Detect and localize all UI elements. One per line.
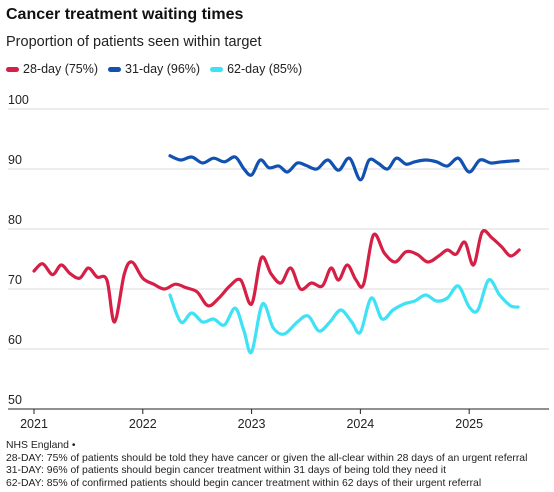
- series-line-31-day: [168, 154, 520, 182]
- series-line-62-day: [168, 278, 520, 355]
- series-line-28-day: [32, 229, 521, 324]
- legend-label-62-day: 62-day (85%): [227, 62, 303, 76]
- legend-item-28-day: 28-day (75%): [6, 62, 98, 76]
- x-tick-label-2022: 2022: [129, 417, 157, 431]
- y-tick-label-50: 50: [8, 393, 22, 407]
- x-tick-label-2025: 2025: [455, 417, 483, 431]
- chart-subtitle: Proportion of patients seen within targe…: [6, 34, 262, 50]
- footnote-31-day: 31-DAY: 96% of patients should begin can…: [6, 465, 446, 477]
- x-tick-label-2021: 2021: [20, 417, 48, 431]
- legend-swatch-28-day: [6, 66, 19, 72]
- y-tick-label-100: 100: [8, 93, 29, 107]
- footnote-28-day: 28-DAY: 75% of patients should be told t…: [6, 452, 528, 464]
- legend-item-31-day: 31-day (96%): [108, 62, 200, 76]
- footnote-62-day: 62-DAY: 85% of confirmed patients should…: [6, 477, 482, 489]
- y-tick-label-80: 80: [8, 213, 22, 227]
- legend-swatch-31-day: [108, 66, 122, 72]
- y-tick-label-70: 70: [8, 273, 22, 287]
- legend-label-28-day: 28-day (75%): [23, 62, 99, 76]
- legend: 28-day (75%) 31-day (96%) 62-day (85%): [6, 62, 302, 76]
- y-tick-label-60: 60: [8, 333, 22, 347]
- x-tick-label-2023: 2023: [238, 417, 266, 431]
- x-tick-label-2024: 2024: [346, 417, 374, 431]
- legend-swatch-62-day: [210, 66, 224, 72]
- legend-item-62-day: 62-day (85%): [210, 62, 302, 76]
- chart-title: Cancer treatment waiting times: [6, 6, 244, 23]
- source-note: NHS England •: [6, 440, 76, 451]
- y-tick-label-90: 90: [8, 153, 22, 167]
- chart-footer: NHS England • 28-DAY: 75% of patients sh…: [6, 440, 527, 490]
- legend-label-31-day: 31-day (96%): [125, 62, 201, 76]
